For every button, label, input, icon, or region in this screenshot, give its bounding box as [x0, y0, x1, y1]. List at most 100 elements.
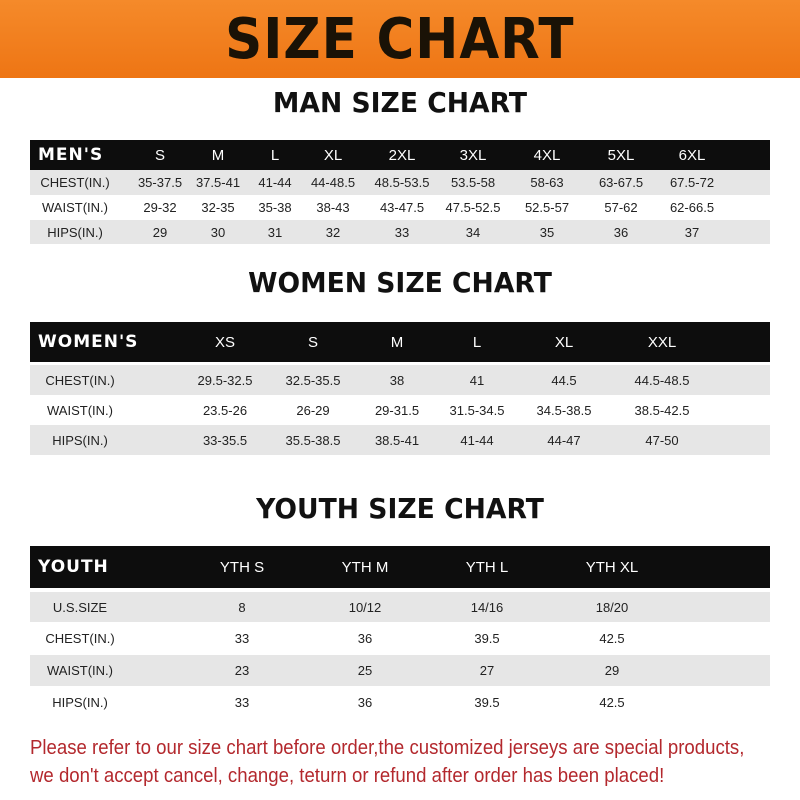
- cell: S: [154, 146, 166, 164]
- cell: XXL: [647, 333, 677, 351]
- cell: 31: [267, 224, 283, 240]
- cell: L: [270, 146, 280, 164]
- table-header: MEN'S S M L XL 2XL 3XL 4XL 5XL 6XL: [30, 140, 770, 170]
- cell: 43-47.5: [379, 200, 425, 215]
- cell: 36: [613, 224, 629, 240]
- cell: 5XL: [607, 146, 635, 164]
- cell: 14/16: [470, 599, 504, 615]
- cell: 39.5: [474, 694, 500, 710]
- cell: 32.5-35.5: [285, 372, 341, 388]
- row-label: WAIST(IN.): [42, 200, 108, 215]
- table-header: WOMEN'S XS S M L XL XXL: [30, 322, 770, 362]
- cell: 44.5: [551, 372, 577, 388]
- cell: 32: [325, 224, 341, 240]
- cell: 23: [234, 663, 250, 678]
- cell: 53.5-58: [450, 175, 496, 190]
- cell: 48.5-53.5: [374, 175, 430, 190]
- cell: YTH S: [219, 558, 265, 576]
- cell: 27: [479, 663, 495, 678]
- cell: 3XL: [459, 146, 487, 164]
- cell: 39.5: [474, 631, 500, 646]
- cell: 33: [234, 694, 250, 710]
- row-label: HIPS(IN.): [52, 432, 108, 448]
- cell: 33-35.5: [202, 432, 248, 448]
- cell: 47.5-52.5: [445, 200, 501, 215]
- cell: XS: [214, 333, 236, 351]
- cell: 35.5-38.5: [285, 432, 341, 448]
- table-row: CHEST(IN.) 35-37.5 37.5-41 41-44 44-48.5 48.5…: [30, 170, 770, 195]
- cell: 8: [238, 599, 246, 615]
- row-label: WAIST(IN.): [47, 663, 113, 678]
- banner: SIZE CHART: [0, 0, 800, 78]
- cell: 52.5-57: [524, 200, 570, 215]
- cell: 29: [152, 224, 168, 240]
- table-row: WAIST(IN.) 23.5-26 26-29 29-31.5 31.5-34.5 34…: [30, 395, 770, 425]
- cell: YTH XL: [585, 558, 639, 576]
- table-row: HIPS(IN.) 33 36 39.5 42.5: [30, 686, 770, 718]
- page-title: SIZE CHART: [225, 6, 575, 72]
- row-label: WOMEN'S: [38, 332, 139, 352]
- cell: 18/20: [595, 599, 629, 615]
- cell: YTH M: [341, 558, 389, 576]
- cell: 34: [465, 224, 481, 240]
- cell: 4XL: [533, 146, 561, 164]
- cell: 57-62: [604, 200, 638, 215]
- row-label: HIPS(IN.): [47, 224, 103, 240]
- cell: 29-32: [143, 200, 177, 215]
- cell: 35-38: [258, 200, 292, 215]
- cell: 47-50: [645, 432, 679, 448]
- table-row: HIPS(IN.) 29 30 31 32 33 34 35 36 37: [30, 220, 770, 244]
- cell: 58-63: [530, 175, 564, 190]
- cell: 42.5: [599, 694, 625, 710]
- cell: 29: [604, 663, 620, 678]
- cell: 2XL: [388, 146, 416, 164]
- cell: 26-29: [296, 402, 330, 418]
- cell: 44-48.5: [310, 175, 356, 190]
- cell: L: [472, 333, 482, 351]
- cell: 41: [469, 372, 485, 388]
- cell: 41-44: [258, 175, 292, 190]
- cell: 10/12: [348, 599, 382, 615]
- notice: Please refer to our size chart before or…: [30, 734, 745, 790]
- notice-line-2: we don't accept cancel, change, teturn o…: [30, 765, 665, 787]
- table-row: CHEST(IN.) 29.5-32.5 32.5-35.5 38 41 44.5 44.5…: [30, 365, 770, 395]
- youth-title: YOUTH SIZE CHART: [256, 492, 544, 525]
- row-label: YOUTH: [38, 557, 109, 577]
- cell: 62-66.5: [669, 200, 715, 215]
- cell: 44.5-48.5: [634, 372, 690, 388]
- table-header: YOUTH YTH S YTH M YTH L YTH XL: [30, 546, 770, 588]
- cell: XL: [323, 146, 343, 164]
- cell: 38: [389, 372, 405, 388]
- row-label: CHEST(IN.): [45, 631, 115, 646]
- women-size-table: WOMEN'S XS S M L XL XXL CHEST(IN.) 29.5-32.5 32.5…: [30, 322, 770, 455]
- cell: 33: [394, 224, 410, 240]
- row-label: CHEST(IN.): [40, 175, 110, 190]
- cell: 37: [684, 224, 700, 240]
- cell: 30: [210, 224, 226, 240]
- notice-line-1: Please refer to our size chart before or…: [30, 737, 745, 759]
- cell: 38-43: [316, 200, 350, 215]
- table-row: CHEST(IN.) 33 36 39.5 42.5: [30, 622, 770, 655]
- table-row: U.S.SIZE 8 10/12 14/16 18/20: [30, 592, 770, 622]
- cell: S: [307, 333, 319, 351]
- table-row: HIPS(IN.) 33-35.5 35.5-38.5 38.5-41 41-44 44-…: [30, 425, 770, 455]
- row-label: WAIST(IN.): [47, 402, 113, 418]
- cell: 41-44: [460, 432, 494, 448]
- cell: M: [211, 146, 225, 164]
- cell: 33: [234, 631, 250, 646]
- cell: 38.5-41: [374, 432, 420, 448]
- cell: 36: [357, 694, 373, 710]
- cell: 35-37.5: [137, 175, 183, 190]
- cell: YTH L: [465, 558, 509, 576]
- cell: 31.5-34.5: [449, 402, 505, 418]
- table-row: WAIST(IN.) 29-32 32-35 35-38 38-43 43-47.5 47.…: [30, 195, 770, 220]
- men-title: MAN SIZE CHART: [272, 86, 528, 119]
- cell: XL: [554, 333, 574, 351]
- cell: 34.5-38.5: [536, 402, 592, 418]
- cell: 6XL: [678, 146, 706, 164]
- cell: 23.5-26: [202, 402, 248, 418]
- cell: 63-67.5: [598, 175, 644, 190]
- cell: M: [390, 333, 404, 351]
- table-row: WAIST(IN.) 23 25 27 29: [30, 655, 770, 686]
- row-label: MEN'S: [38, 145, 104, 165]
